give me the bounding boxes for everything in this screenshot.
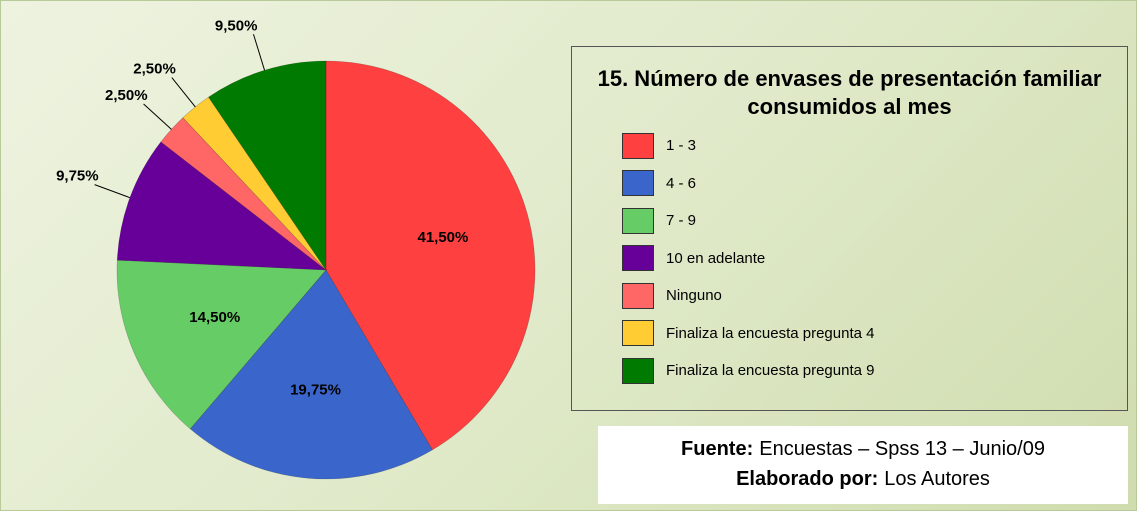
data-label: 19,75% [290, 382, 341, 399]
data-label: 14,50% [189, 309, 240, 326]
legend-item: 1 - 3 [622, 127, 1127, 165]
legend-swatch [622, 320, 654, 347]
pie-slice [160, 117, 327, 271]
legend-label: 10 en adelante [666, 249, 766, 267]
legend-swatch [622, 170, 654, 197]
legend-item: Finaliza la encuesta pregunta 9 [622, 352, 1127, 390]
data-label: 9,75% [56, 168, 99, 185]
source-label: Fuente: [681, 438, 754, 460]
data-label: 9,50% [215, 17, 258, 34]
footer: Fuente: Encuestas – Spss 13 – Junio/09 El… [598, 426, 1128, 504]
pie-slice [325, 60, 536, 451]
pie-slice [116, 259, 327, 430]
legend-item: Ninguno [622, 277, 1127, 315]
legend-item: Finaliza la encuesta pregunta 4 [622, 315, 1127, 353]
legend-swatch [622, 282, 654, 309]
legend-label: 4 - 6 [666, 174, 697, 192]
author-line: Elaborado por: Los Autores [598, 464, 1128, 494]
chart-title: 15. Número de envases de presentación fa… [597, 66, 1102, 119]
data-label: 2,50% [133, 60, 176, 77]
source-text: Encuestas – Spss 13 – Junio/09 [759, 438, 1045, 460]
data-label: 2,50% [105, 87, 148, 104]
legend-swatch [622, 207, 654, 234]
leader-line [253, 34, 266, 71]
pie-slice [116, 141, 327, 271]
pie-slice [189, 269, 433, 480]
pie-slice [208, 60, 327, 271]
legend-label: Finaliza la encuesta pregunta 9 [666, 362, 875, 380]
author-text: Los Autores [884, 468, 990, 490]
legend-swatch [622, 245, 654, 272]
legend-label: Ninguno [666, 287, 722, 305]
legend-items: 1 - 3 4 - 6 7 - 9 10 en adelante Ninguno Fina… [572, 127, 1127, 390]
leader-line [171, 77, 196, 108]
author-label: Elaborado por: [736, 468, 879, 490]
legend-swatch [622, 132, 654, 159]
legend-label: Finaliza la encuesta pregunta 4 [666, 324, 875, 342]
legend-label: 7 - 9 [666, 212, 697, 230]
legend: 15. Número de envases de presentación fa… [571, 46, 1128, 411]
legend-item: 7 - 9 [622, 202, 1127, 240]
legend-item: 4 - 6 [622, 165, 1127, 203]
source-line: Fuente: Encuestas – Spss 13 – Junio/09 [598, 434, 1128, 464]
legend-item: 10 en adelante [622, 240, 1127, 278]
pie-slice [182, 96, 327, 271]
legend-label: 1 - 3 [666, 137, 697, 155]
data-label: 41,50% [417, 229, 468, 246]
legend-swatch [622, 357, 654, 384]
leader-line [94, 184, 131, 199]
leader-line [143, 103, 172, 130]
